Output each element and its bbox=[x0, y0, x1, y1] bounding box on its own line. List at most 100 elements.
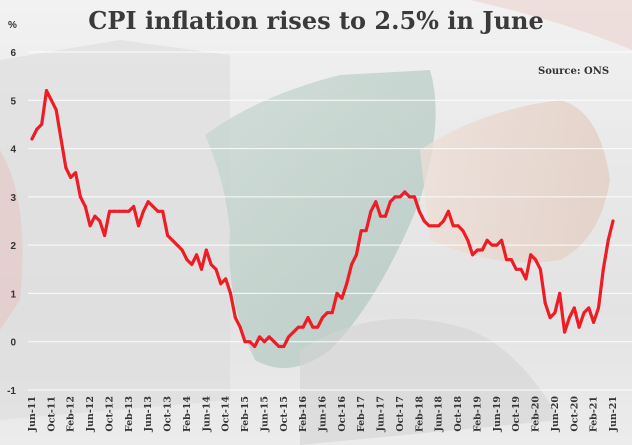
data-point bbox=[398, 195, 402, 199]
x-tick-label: Feb-16 bbox=[298, 396, 309, 432]
data-point bbox=[437, 224, 441, 228]
data-point bbox=[209, 263, 213, 266]
data-point bbox=[490, 243, 494, 247]
x-tick-label: Jun-16 bbox=[318, 396, 329, 433]
data-point bbox=[306, 316, 310, 320]
data-point bbox=[83, 205, 87, 208]
data-point bbox=[49, 98, 53, 102]
x-tick-label: Oct-18 bbox=[453, 396, 464, 432]
data-point bbox=[258, 335, 262, 339]
x-tick-label: Jun-12 bbox=[85, 396, 96, 432]
data-point bbox=[262, 340, 266, 344]
data-point bbox=[238, 325, 242, 329]
data-point bbox=[572, 306, 576, 310]
data-point bbox=[156, 209, 160, 213]
data-point bbox=[214, 267, 218, 271]
data-point bbox=[93, 214, 97, 218]
x-tick-label: Jun-20 bbox=[550, 396, 561, 433]
data-point bbox=[509, 258, 513, 262]
data-point bbox=[553, 311, 557, 315]
x-tick-label: Feb-12 bbox=[66, 396, 77, 432]
y-tick-label: 3 bbox=[10, 193, 16, 204]
data-point bbox=[558, 291, 562, 295]
data-point bbox=[40, 122, 44, 126]
data-point bbox=[248, 340, 252, 344]
data-point bbox=[538, 267, 542, 271]
data-point bbox=[146, 200, 150, 204]
data-point bbox=[577, 325, 581, 329]
data-point bbox=[422, 219, 426, 223]
data-point bbox=[321, 316, 324, 320]
data-point bbox=[127, 209, 131, 213]
data-point bbox=[325, 311, 329, 315]
x-tick-label: Feb-21 bbox=[589, 396, 600, 432]
data-point bbox=[350, 263, 354, 266]
x-tick-label: Oct-15 bbox=[279, 396, 290, 432]
data-point bbox=[403, 190, 407, 194]
x-tick-label: Feb-17 bbox=[356, 396, 367, 432]
y-axis-ticks: -1 0 1 2 3 4 5 6 bbox=[7, 48, 16, 397]
data-point bbox=[529, 253, 533, 257]
data-point bbox=[417, 209, 421, 213]
data-point bbox=[369, 209, 373, 213]
data-point bbox=[374, 200, 378, 204]
data-point bbox=[446, 209, 450, 213]
data-point bbox=[480, 248, 484, 252]
data-point bbox=[456, 224, 460, 228]
data-point bbox=[272, 340, 276, 344]
x-tick-label: Oct-16 bbox=[337, 396, 348, 432]
data-point bbox=[379, 214, 383, 218]
data-point bbox=[442, 219, 445, 223]
data-point bbox=[151, 205, 155, 208]
data-point bbox=[500, 238, 504, 242]
y-tick-label: 4 bbox=[10, 145, 16, 156]
data-point bbox=[383, 214, 387, 218]
data-point bbox=[200, 267, 203, 271]
data-point bbox=[88, 224, 92, 228]
data-point bbox=[301, 325, 305, 329]
data-point bbox=[64, 166, 68, 170]
data-point bbox=[582, 311, 586, 315]
chart-title: CPI inflation rises to 2.5% in June bbox=[88, 6, 544, 35]
series-group bbox=[30, 89, 615, 349]
data-point bbox=[296, 325, 300, 329]
data-point bbox=[291, 330, 295, 334]
data-point bbox=[170, 238, 174, 242]
data-point bbox=[548, 316, 552, 320]
x-tick-label: Oct-14 bbox=[221, 396, 232, 432]
data-point bbox=[466, 238, 470, 242]
data-point bbox=[204, 248, 208, 252]
data-point bbox=[78, 195, 82, 199]
y-tick-label: 2 bbox=[10, 241, 16, 252]
data-point bbox=[524, 277, 528, 281]
data-point bbox=[563, 330, 567, 334]
data-point bbox=[475, 248, 479, 252]
data-point bbox=[108, 209, 111, 213]
data-point bbox=[505, 258, 508, 262]
data-point bbox=[137, 224, 140, 228]
x-tick-label: Jun-17 bbox=[376, 396, 387, 432]
data-point bbox=[180, 248, 184, 252]
data-point bbox=[514, 267, 518, 271]
data-point bbox=[59, 137, 63, 141]
data-point bbox=[166, 234, 170, 237]
y-tick-label: 0 bbox=[10, 338, 16, 349]
y-tick-label: 5 bbox=[10, 96, 16, 107]
data-point bbox=[282, 345, 286, 348]
data-point bbox=[112, 209, 116, 213]
data-point bbox=[243, 340, 247, 344]
x-tick-label: Jun-15 bbox=[259, 396, 270, 432]
data-point bbox=[432, 224, 436, 228]
data-point bbox=[611, 219, 615, 223]
data-point bbox=[30, 137, 34, 141]
data-point bbox=[471, 253, 475, 257]
x-tick-label: Oct-20 bbox=[569, 396, 580, 432]
data-point bbox=[316, 325, 320, 329]
data-point bbox=[267, 335, 271, 339]
x-tick-label: Jun-13 bbox=[143, 396, 154, 432]
data-point bbox=[98, 219, 102, 223]
x-tick-label: Oct-12 bbox=[104, 396, 115, 432]
data-point bbox=[519, 267, 523, 271]
x-tick-label: Jun-21 bbox=[608, 396, 619, 432]
